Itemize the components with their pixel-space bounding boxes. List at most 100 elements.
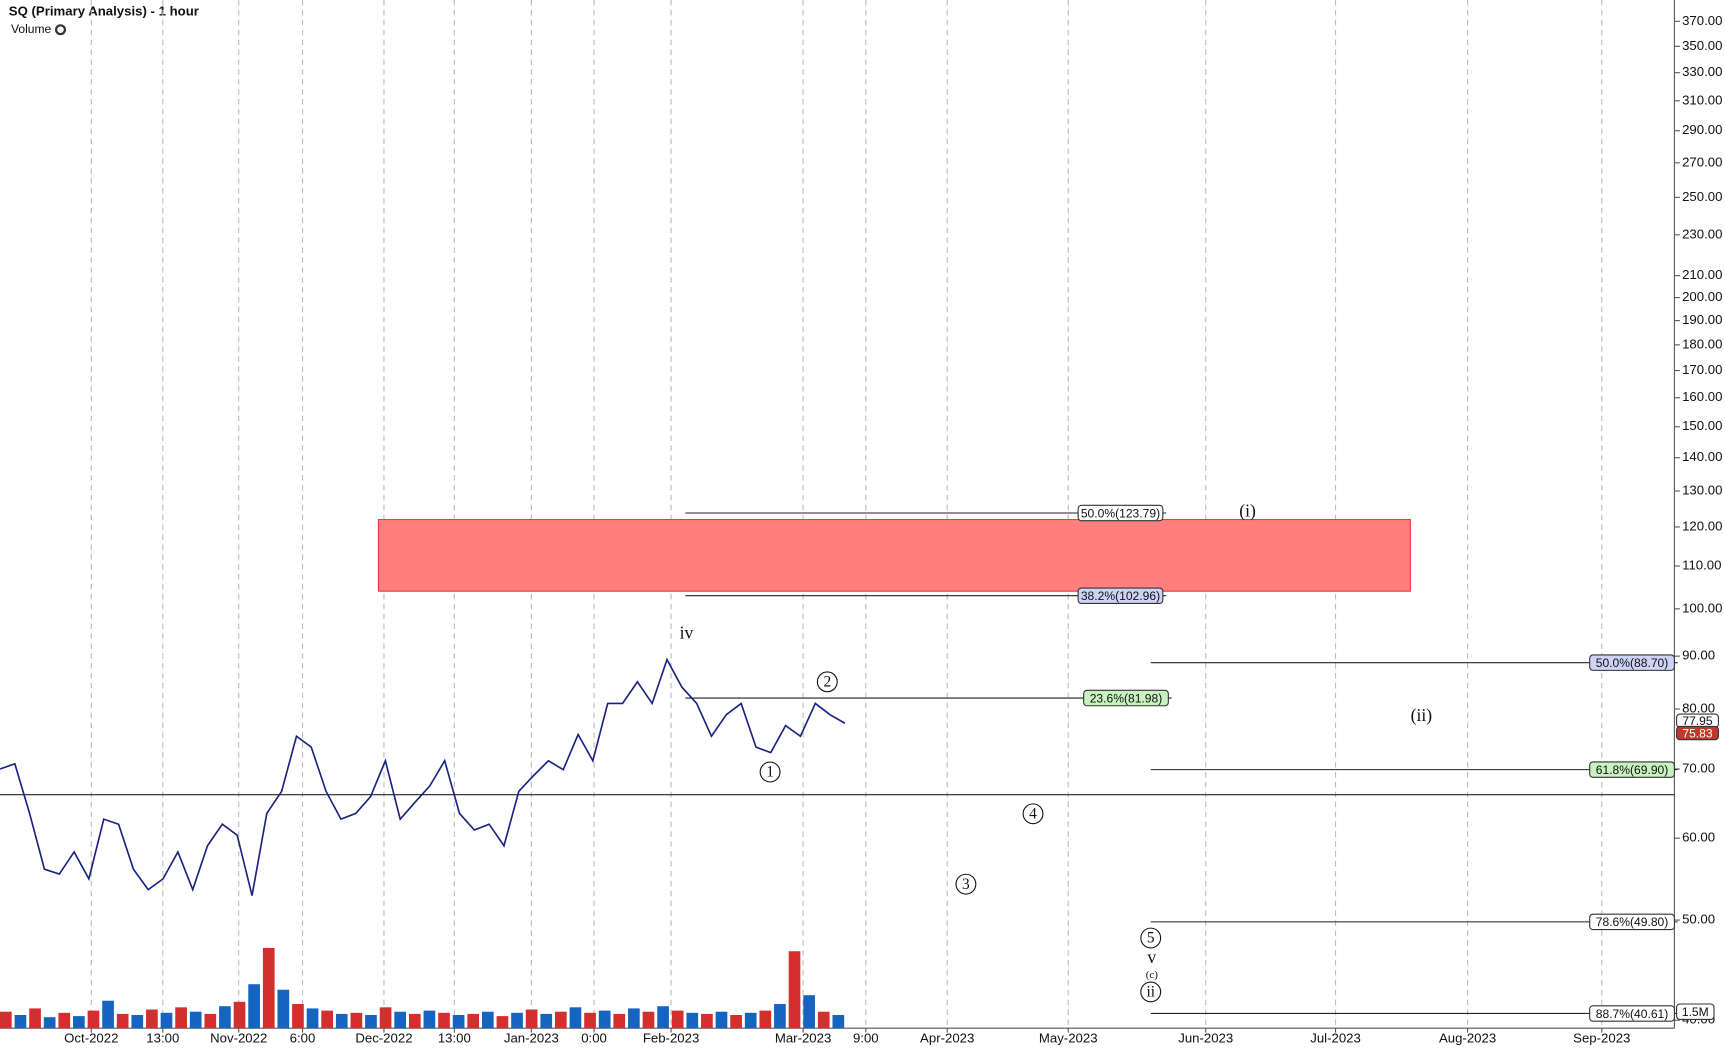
- wave-label: ii: [1146, 984, 1155, 1001]
- y-tick-label: 330.00: [1682, 64, 1722, 79]
- x-tick-label: Nov-2022: [210, 1031, 267, 1046]
- wave-label: 1: [766, 764, 774, 781]
- volume-bar: [350, 1012, 363, 1029]
- fib-label: 50.0%(123.79): [1081, 506, 1160, 520]
- y-tick-label: 70.00: [1682, 760, 1715, 775]
- volume-bar: [569, 1007, 582, 1029]
- volume-bar: [29, 1008, 41, 1029]
- y-tick-label: 230.00: [1682, 226, 1722, 241]
- fib-label-box: [1077, 504, 1164, 522]
- volume-bar: [306, 1008, 319, 1029]
- y-tick-label: 110.00: [1682, 558, 1721, 573]
- y-tick-label: 130.00: [1682, 482, 1722, 497]
- x-tick-label: 6:00: [290, 1031, 316, 1046]
- y-tick-label: 80.00: [1682, 701, 1715, 716]
- volume-bar: [613, 1013, 626, 1029]
- volume-bar: [817, 1011, 830, 1029]
- volume-bar: [262, 947, 275, 1029]
- volume-bar: [657, 1006, 669, 1029]
- wave-circle: [1022, 803, 1044, 825]
- volume-bar: [321, 1010, 333, 1029]
- y-tick-label: 310.00: [1682, 92, 1722, 107]
- wave-circle: [955, 873, 977, 895]
- volume-bar: [160, 1012, 173, 1029]
- volume-bar: [146, 1009, 158, 1029]
- volume-bar: [131, 1015, 144, 1029]
- volume-bar: [540, 1013, 553, 1029]
- x-tick-label: May-2023: [1039, 1031, 1098, 1046]
- y-tick-label: 370.00: [1682, 13, 1722, 28]
- volume-bar: [832, 1015, 845, 1029]
- x-tick-label: 9:00: [853, 1031, 879, 1046]
- x-tick-label: Sep-2023: [1573, 1031, 1630, 1046]
- volume-bar: [292, 1004, 304, 1029]
- y-tick-label: 50.00: [1682, 912, 1715, 927]
- wave-label: iv: [680, 623, 694, 643]
- y2-tick-box: [1676, 1003, 1715, 1020]
- y-tick-label: 180.00: [1682, 336, 1722, 351]
- resistance-zone: [377, 518, 1411, 592]
- volume-bar: [803, 995, 815, 1029]
- y-tick-label: 90.00: [1682, 648, 1715, 663]
- y-tick-label: 270.00: [1682, 154, 1722, 169]
- volume-bar: [379, 1007, 392, 1029]
- volume-bar: [58, 1012, 71, 1029]
- fib-label: 78.6%(49.80): [1596, 915, 1669, 929]
- fib-label: 50.0%(88.70): [1596, 656, 1669, 670]
- settings-icon[interactable]: [55, 24, 67, 36]
- y-tick-label: 120.00: [1682, 518, 1722, 533]
- y-tick-label: 290.00: [1682, 122, 1722, 137]
- wave-circle: [816, 671, 838, 693]
- volume-bar: [481, 1011, 494, 1029]
- x-tick-label: 13:00: [438, 1031, 471, 1046]
- x-tick-label: Jul-2023: [1310, 1031, 1361, 1046]
- fib-label: 88.7%(40.61): [1596, 1007, 1669, 1021]
- volume-bar: [87, 1010, 100, 1029]
- wave-circle: [1140, 927, 1162, 949]
- fib-label: 23.6%(81.98): [1090, 691, 1163, 705]
- volume-bar: [671, 1010, 684, 1029]
- volume-bar: [365, 1015, 377, 1029]
- wave-label: 3: [962, 876, 970, 893]
- x-tick-label: Mar-2023: [775, 1031, 831, 1046]
- wave-circle: [759, 761, 781, 783]
- volume-bar: [277, 989, 290, 1029]
- volume-bar: [233, 1001, 246, 1029]
- y-tick-label: 210.00: [1682, 267, 1722, 282]
- volume-bar: [248, 984, 260, 1029]
- wave-label: (ii): [1411, 705, 1433, 725]
- x-tick-label: Apr-2023: [920, 1031, 974, 1046]
- x-tick-label: Oct-2022: [64, 1031, 118, 1046]
- x-tick-label: Jun-2023: [1178, 1031, 1233, 1046]
- volume-bar: [686, 1012, 699, 1029]
- wave-circle: [1140, 981, 1162, 1003]
- volume-bar: [584, 1012, 596, 1029]
- volume-bar: [628, 1008, 640, 1029]
- volume-bar: [204, 1013, 217, 1029]
- volume-bar: [511, 1012, 523, 1029]
- price-line: [0, 657, 846, 896]
- y-tick-label: 190.00: [1682, 312, 1722, 327]
- volume-bar: [525, 1009, 538, 1029]
- y-tick-label: 350.00: [1682, 38, 1722, 53]
- y-tick-label: 100.00: [1682, 600, 1722, 615]
- volume-bar: [467, 1013, 480, 1029]
- volume-bar: [744, 1012, 757, 1029]
- x-tick-label: 0:00: [581, 1031, 607, 1046]
- volume-bar: [423, 1010, 436, 1029]
- y-tick-label: 150.00: [1682, 418, 1722, 433]
- fib-label: 61.8%(69.90): [1596, 763, 1669, 777]
- volume-bar: [394, 1011, 407, 1029]
- fib-label: 38.2%(102.96): [1081, 589, 1160, 603]
- y-tick-label: 170.00: [1682, 362, 1722, 377]
- volume-bar: [116, 1013, 129, 1029]
- chart-title: SQ (Primary Analysis) - 1 hour: [9, 4, 199, 19]
- y-tick-label: 160.00: [1682, 389, 1722, 404]
- subtitle: Volume: [11, 22, 52, 36]
- wave-label: (c): [1146, 969, 1159, 981]
- volume-bar: [175, 1007, 187, 1029]
- y-tick-label: 200.00: [1682, 289, 1722, 304]
- wave-label: 5: [1147, 930, 1155, 947]
- volume-bar: [452, 1015, 465, 1029]
